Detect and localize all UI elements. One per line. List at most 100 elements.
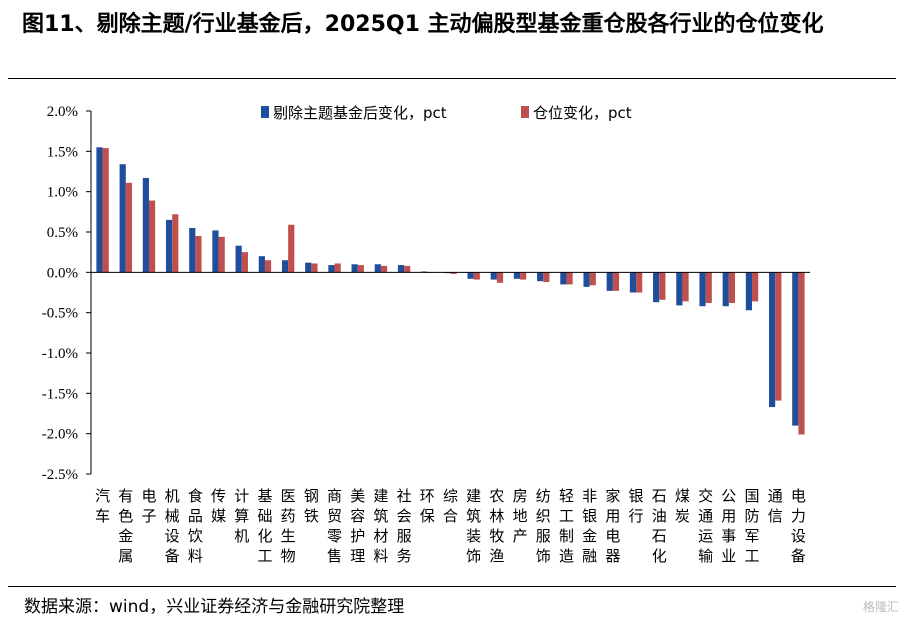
bar-series-2-4	[195, 236, 202, 273]
category-label: 汽车	[95, 487, 110, 525]
bar-series-1-17	[490, 272, 497, 280]
bar-series-2-7	[264, 260, 272, 273]
y-axis: 2.0% 1.5% 1.0% 0.5% 0.0% -0.5% -1.0% -1.5% -2.0%…	[42, 104, 92, 483]
y-tick-label: -1.5%	[42, 386, 78, 402]
bar-series-2-28	[752, 272, 759, 302]
bar-series-2-6	[241, 252, 248, 273]
category-label: 电力设备	[791, 487, 806, 565]
bar-series-1-27	[722, 272, 729, 307]
bar-series-2-17	[496, 272, 504, 283]
y-tick-label: -2.5%	[42, 467, 78, 483]
bar-series-1-30	[792, 272, 799, 426]
bar-series-1-11	[351, 264, 358, 273]
bar-series-2-30	[798, 272, 805, 435]
bar-series-2-12	[380, 265, 388, 273]
bar-series-1-0	[96, 147, 103, 273]
bar-series-2-9	[311, 263, 318, 273]
category-label: 国防军工	[745, 487, 760, 565]
bar-series-1-1	[119, 164, 126, 273]
bar-series-2-26	[705, 272, 712, 303]
bar-series-2-2	[148, 200, 156, 273]
category-label: 建筑材料	[373, 487, 388, 565]
bar-series-2-15	[450, 272, 457, 274]
bar-series-2-24	[659, 272, 666, 300]
y-tick-label: 1.0%	[47, 185, 78, 201]
bar-series-2-1	[125, 182, 132, 273]
bar-series-1-13	[397, 265, 405, 273]
legend-label-series-2: 仓位变化，pct	[533, 104, 632, 122]
category-label: 综合	[443, 487, 458, 525]
bar-series-2-11	[357, 265, 364, 273]
category-label: 交通运输	[698, 487, 713, 565]
category-label: 食品饮料	[188, 487, 203, 565]
source-note: 数据来源：wind，兴业证券经济与金融研究院整理	[24, 597, 405, 617]
y-tick-label: 1.5%	[47, 144, 78, 160]
bar-series-2-5	[218, 236, 225, 273]
bar-series-2-10	[334, 263, 341, 273]
bar-series-2-16	[473, 272, 480, 280]
bar-series-1-9	[305, 262, 312, 273]
page-title: 图11、剔除主题/行业基金后，2025Q1 主动偏股型基金重仓股各行业的仓位变化	[22, 12, 824, 37]
bar-series-2-21	[589, 272, 596, 286]
bar-series-2-23	[636, 272, 643, 293]
category-label: 传媒	[211, 487, 226, 525]
bar-series-2-20	[566, 272, 573, 285]
bar-series-1-29	[769, 272, 776, 408]
bar-series-1-20	[560, 272, 567, 285]
bar-series-1-23	[629, 272, 637, 293]
bar-series-1-21	[583, 272, 590, 287]
category-label: 公用事业	[721, 487, 736, 565]
y-tick-label: 2.0%	[47, 104, 78, 120]
bar-series-2-25	[682, 272, 689, 302]
legend-label-series-1: 剔除主题基金后变化，pct	[273, 104, 447, 122]
category-label: 医药生物	[281, 487, 296, 565]
category-label: 家用电器	[605, 487, 620, 565]
category-label: 环保	[420, 487, 435, 525]
y-tick-label: -1.0%	[42, 346, 78, 362]
category-label: 机械设备	[165, 487, 180, 565]
y-tick-label: -0.5%	[42, 306, 78, 322]
category-label: 非银金融	[582, 487, 597, 565]
category-label: 美容护理	[350, 487, 365, 565]
category-label: 基础化工	[257, 487, 272, 565]
y-tick-label: 0.5%	[47, 225, 78, 241]
category-label: 钢铁	[304, 487, 319, 525]
bar-series-2-18	[520, 272, 527, 280]
y-tick-label: -2.0%	[42, 427, 78, 443]
category-label: 社会服务	[397, 487, 412, 565]
bar-series-2-27	[728, 272, 736, 303]
category-label: 农林牧渔	[489, 487, 504, 565]
footer-divider	[8, 586, 896, 587]
bar-series-1-18	[513, 272, 521, 279]
category-label: 商贸零售	[327, 487, 342, 565]
bar-series-1-8	[281, 260, 289, 273]
bar-series-2-22	[612, 272, 620, 291]
bar-series-1-3	[165, 219, 173, 273]
category-label: 电子	[141, 487, 156, 525]
bar-series-1-26	[699, 272, 706, 307]
category-label: 纺织服饰	[536, 487, 551, 565]
legend-swatch-series-1	[261, 106, 269, 118]
category-label: 计算机	[234, 487, 249, 545]
title-divider	[8, 78, 896, 79]
bar-series-1-12	[374, 264, 381, 273]
bar-series-1-19	[537, 272, 544, 282]
bar-series-1-22	[606, 272, 613, 291]
legend-swatch-series-2	[521, 106, 529, 118]
bar-series-2-0	[102, 148, 109, 273]
bar-series-1-25	[676, 272, 683, 306]
category-label: 轻工制造	[559, 487, 574, 565]
bar-series-1-10	[328, 265, 335, 273]
bar-series-1-2	[142, 177, 149, 273]
category-label: 银行	[629, 487, 644, 525]
bar-series-1-4	[189, 227, 196, 273]
bar-series-2-29	[775, 272, 782, 401]
category-labels: 汽车有色金属电子机械设备食品饮料传媒计算机基础化工医药生物钢铁商贸零售美容护理建…	[95, 487, 806, 565]
bar-series-2-13	[404, 265, 411, 273]
bar-chart: 2.0% 1.5% 1.0% 0.5% 0.0% -0.5% -1.0% -1.5% -2.0%…	[42, 104, 810, 565]
legend: 剔除主题基金后变化，pct 仓位变化，pct	[261, 104, 632, 122]
bar-series-1-7	[258, 256, 265, 273]
category-label: 煤炭	[675, 487, 690, 525]
bar-series-1-16	[467, 272, 474, 279]
bar-series-1-24	[653, 272, 660, 303]
